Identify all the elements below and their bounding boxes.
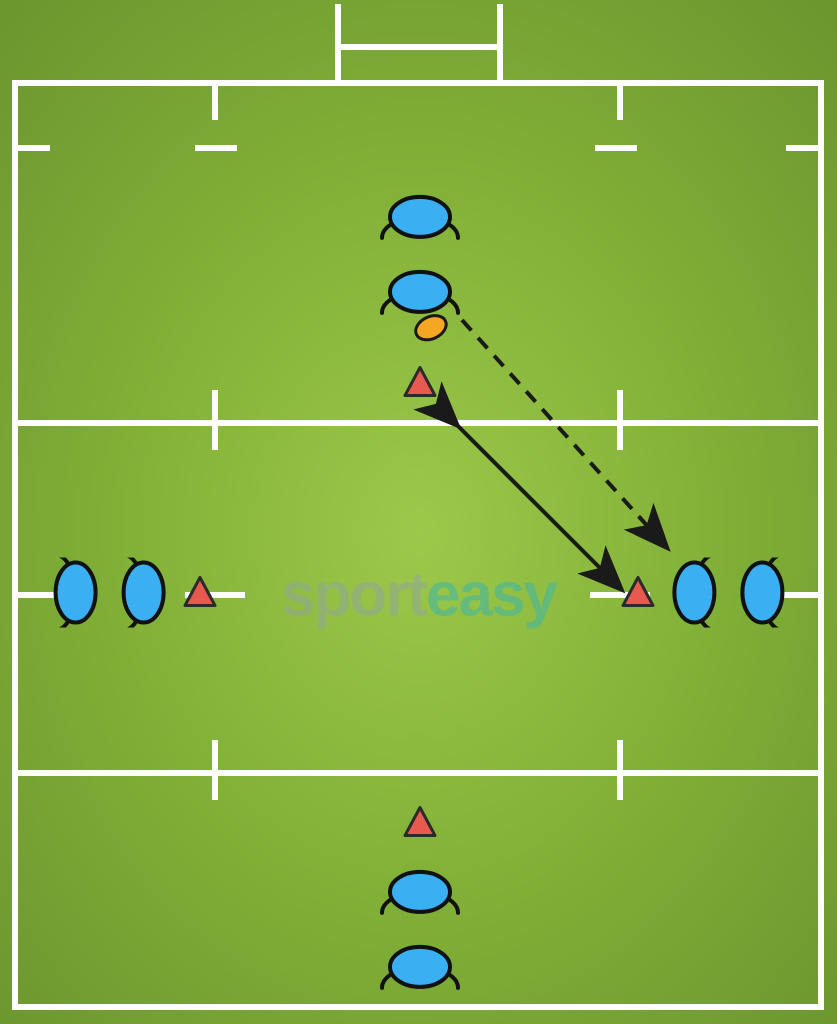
cone-marker	[403, 806, 437, 845]
player-icon	[375, 188, 465, 263]
player-icon	[93, 558, 183, 633]
player-icon	[375, 938, 465, 1013]
player-icon	[375, 863, 465, 938]
cone-marker	[183, 576, 217, 615]
watermark-logo: sporteasy	[281, 560, 556, 631]
cone-marker	[403, 366, 437, 405]
watermark-part1: sport	[281, 561, 426, 630]
player-icon	[723, 558, 813, 633]
watermark-part2: easy	[426, 561, 556, 630]
cone-marker	[621, 576, 655, 615]
